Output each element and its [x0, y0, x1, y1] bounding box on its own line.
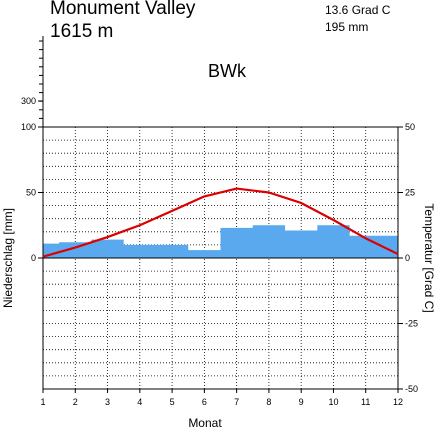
precip-tick-label: 100: [21, 122, 36, 132]
annual-precipitation: 195 mm: [325, 20, 368, 34]
x-tick-label: 2: [73, 397, 78, 407]
x-tick-label: 3: [105, 397, 110, 407]
left-axis-label: Niederschlag [mm]: [1, 208, 15, 308]
temperature-series: [42, 187, 399, 258]
x-tick-label: 11: [361, 397, 370, 407]
station-elevation: 1615 m: [50, 21, 113, 42]
climate-class: BWk: [208, 61, 247, 81]
temp-tick-label: 0: [405, 253, 410, 263]
x-tick-label: 5: [170, 397, 175, 407]
station-name: Monument Valley: [50, 0, 196, 19]
right-axis-label: Temperatur [Grad C]: [422, 203, 436, 312]
temperature-line: [42, 187, 399, 258]
x-tick-label: 10: [328, 397, 338, 407]
x-tick-label: 8: [266, 397, 271, 407]
x-tick-label: 4: [137, 397, 142, 407]
precipitation-area: [43, 225, 398, 258]
x-tick-label: 1: [40, 397, 45, 407]
precip-tick-label: 300: [21, 96, 36, 106]
x-tick-label: 9: [299, 397, 304, 407]
x-tick-label: 7: [234, 397, 239, 407]
temp-tick-label: -50: [405, 384, 418, 394]
x-axis-label: Monat: [188, 416, 222, 430]
temp-tick-label: 25: [405, 188, 415, 198]
plot-frame: [39, 36, 399, 390]
x-tick-label: 6: [202, 397, 207, 407]
mean-temperature: 13.6 Grad C: [325, 3, 391, 17]
x-tick-label: 12: [393, 397, 403, 407]
precip-tick-label: 0: [31, 253, 36, 263]
precip-tick-label: 50: [26, 188, 36, 198]
temp-tick-label: 50: [405, 122, 415, 132]
precipitation-fill: [43, 225, 398, 258]
temp-tick-label: -25: [405, 319, 418, 329]
